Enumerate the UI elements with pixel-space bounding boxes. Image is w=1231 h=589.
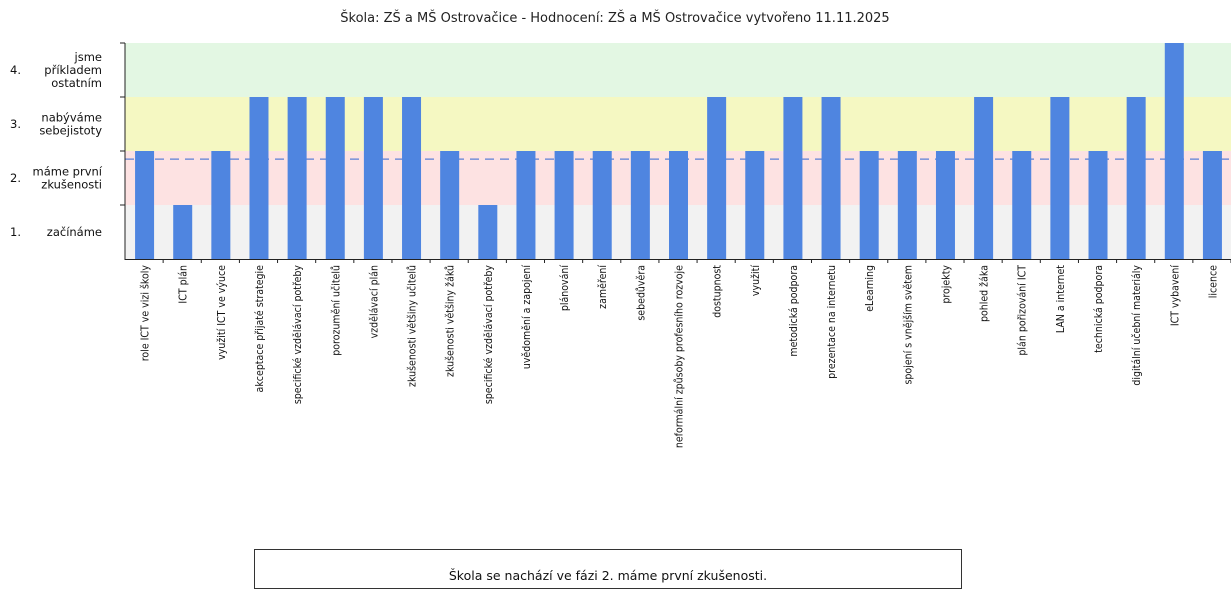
bar <box>707 97 727 259</box>
x-tick-label: plán pořizování ICT <box>1017 265 1029 356</box>
level-number: 4. <box>10 63 21 77</box>
bar <box>821 97 841 259</box>
level-band-3 <box>125 97 1231 151</box>
bars <box>135 43 1222 259</box>
x-tick-label: plánování <box>559 265 571 312</box>
level-number: 3. <box>10 117 21 131</box>
x-tick-label: role ICT ve vizi školy <box>140 265 152 362</box>
x-tick-label: specifické vzdělávací potřeby <box>292 265 304 405</box>
bar <box>974 97 994 259</box>
level-number: 1. <box>10 225 21 239</box>
bar <box>478 205 498 259</box>
bar <box>630 151 650 259</box>
x-tick-label: využití ICT ve výuce <box>216 265 228 360</box>
phase-summary-box: Škola se nachází ve fázi 2. máme první z… <box>254 549 962 589</box>
level-label: sebejistoty <box>39 124 102 138</box>
bar <box>1126 97 1146 259</box>
level-label: nabýváme <box>41 111 102 125</box>
level-label: zkušenosti <box>41 178 102 192</box>
bar <box>554 151 574 259</box>
bar <box>1088 151 1108 259</box>
x-tick-label: spojení s vnějším světem <box>902 265 914 384</box>
bar <box>745 151 765 259</box>
bar <box>1202 151 1222 259</box>
chart-title: Škola: ZŠ a MŠ Ostrovačice - Hodnocení: … <box>340 10 889 26</box>
bar <box>783 97 803 259</box>
x-tick-label: technická podpora <box>1093 265 1105 353</box>
bar <box>325 97 345 259</box>
bar <box>516 151 536 259</box>
x-tick-label: LAN a internet <box>1055 265 1067 333</box>
bar <box>402 97 422 259</box>
x-tick-label: licence <box>1207 265 1219 298</box>
x-tick-label: uvědomění a zapojení <box>521 265 533 370</box>
bar <box>363 97 383 259</box>
level-label: začínáme <box>47 225 102 239</box>
x-tick-label: ICT plán <box>178 265 190 304</box>
bar <box>440 151 460 259</box>
level-label: ostatním <box>51 76 102 90</box>
x-tick-label: metodická podpora <box>788 265 800 357</box>
x-tick-label: vzdělávací plán <box>368 265 380 338</box>
bar <box>173 205 193 259</box>
x-tick-labels: role ICT ve vizi školy ICT plán využití IC… <box>140 265 1220 449</box>
x-tick-label: prezentace na internetu <box>826 265 838 379</box>
bar <box>1012 151 1032 259</box>
x-tick-label: sebedůvěra <box>635 265 647 321</box>
chart: Škola: ZŠ a MŠ Ostrovačice - Hodnocení: … <box>10 10 1231 449</box>
level-label: máme první <box>33 165 103 179</box>
bar <box>859 151 879 259</box>
x-tick-label: eLearning <box>864 265 876 312</box>
phase-summary-text: Škola se nachází ve fázi 2. máme první z… <box>448 568 768 583</box>
x-tick-label: dostupnost <box>712 265 724 318</box>
x-tick-label: neformální způsoby profesního rozvoje <box>674 265 686 448</box>
x-tick-label: porozumění učitelů <box>330 265 342 356</box>
bar <box>669 151 688 259</box>
bar <box>935 151 955 259</box>
bar <box>897 151 917 259</box>
level-band-4 <box>125 43 1231 97</box>
y-axis <box>120 42 1231 263</box>
bar <box>1164 43 1184 259</box>
bar <box>211 151 231 259</box>
x-tick-label: specifické vzdělávací potřeby <box>483 265 495 405</box>
x-tick-label: ICT vybavení <box>1169 265 1181 327</box>
bar <box>287 97 307 259</box>
x-tick-label: projekty <box>940 265 952 304</box>
x-tick-label: zkušenosti většiny učitelů <box>407 265 419 387</box>
bar <box>592 151 612 259</box>
x-tick-label: zaměření <box>597 265 609 309</box>
x-tick-label: digitální učební materiály <box>1131 265 1143 386</box>
bar <box>1050 97 1070 259</box>
bar <box>249 97 269 259</box>
bar <box>135 151 155 259</box>
level-label: příkladem <box>44 63 102 77</box>
level-label: jsme <box>74 50 102 64</box>
level-number: 2. <box>10 171 21 185</box>
x-tick-label: akceptace přijaté strategie <box>254 265 266 393</box>
x-tick-label: pohled žáka <box>979 265 991 322</box>
x-tick-label: zkušenosti většiny žáků <box>445 265 457 377</box>
x-tick-label: využití <box>750 265 762 296</box>
